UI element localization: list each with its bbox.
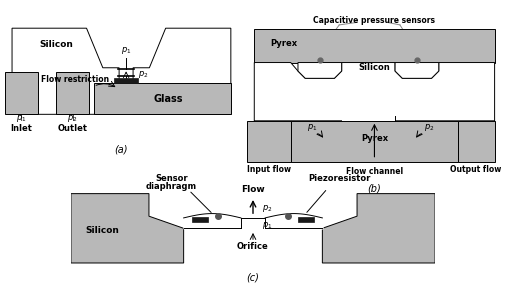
Text: Glass: Glass: [153, 94, 182, 104]
Bar: [114, 78, 137, 83]
Text: $p_1$: $p_1$: [16, 113, 27, 124]
Text: Flow restriction: Flow restriction: [41, 75, 109, 84]
Bar: [341, 116, 394, 121]
Text: (b): (b): [367, 183, 381, 193]
Bar: [5, 73, 37, 114]
Text: $p_2$: $p_2$: [137, 69, 148, 80]
Text: Outlet: Outlet: [58, 124, 87, 133]
Text: $p_1$: $p_1$: [307, 122, 317, 133]
Text: (c): (c): [246, 272, 259, 282]
Bar: [192, 217, 208, 222]
Text: Piezoresistor: Piezoresistor: [308, 175, 370, 184]
Text: Capacitive pressure sensors: Capacitive pressure sensors: [313, 16, 435, 25]
Polygon shape: [394, 62, 438, 78]
Text: $p_2$: $p_2$: [423, 122, 433, 133]
Text: Silicon: Silicon: [358, 63, 389, 72]
Text: $p_2$: $p_2$: [67, 113, 78, 124]
Text: Pyrex: Pyrex: [360, 134, 387, 143]
Text: Flow channel: Flow channel: [345, 167, 402, 176]
Text: Flow: Flow: [241, 185, 264, 194]
Bar: [93, 83, 230, 114]
Polygon shape: [71, 194, 183, 263]
Bar: [246, 121, 290, 162]
Polygon shape: [297, 62, 341, 78]
Polygon shape: [265, 218, 322, 228]
Polygon shape: [254, 62, 493, 121]
Bar: [240, 218, 265, 228]
Polygon shape: [322, 194, 434, 263]
Text: Pyrex: Pyrex: [269, 38, 296, 48]
Text: $p_2$: $p_2$: [261, 203, 272, 214]
Text: $p_1$: $p_1$: [261, 220, 272, 231]
Polygon shape: [133, 28, 230, 114]
Bar: [458, 121, 493, 162]
Text: $p_1$: $p_1$: [121, 45, 131, 56]
Text: diaphragm: diaphragm: [145, 182, 196, 191]
Text: Silicon: Silicon: [39, 40, 73, 49]
Bar: [56, 73, 89, 114]
Text: Inlet: Inlet: [11, 124, 32, 133]
Text: Input flow: Input flow: [246, 165, 290, 174]
Bar: [290, 121, 458, 162]
Text: (a): (a): [115, 144, 128, 154]
Text: Silicon: Silicon: [85, 225, 119, 235]
Bar: [297, 217, 313, 222]
Polygon shape: [12, 28, 119, 114]
Text: Output flow: Output flow: [448, 165, 500, 174]
Bar: [254, 29, 493, 62]
Text: Orifice: Orifice: [237, 242, 268, 251]
Polygon shape: [183, 218, 240, 228]
Text: Sensor: Sensor: [155, 175, 187, 184]
